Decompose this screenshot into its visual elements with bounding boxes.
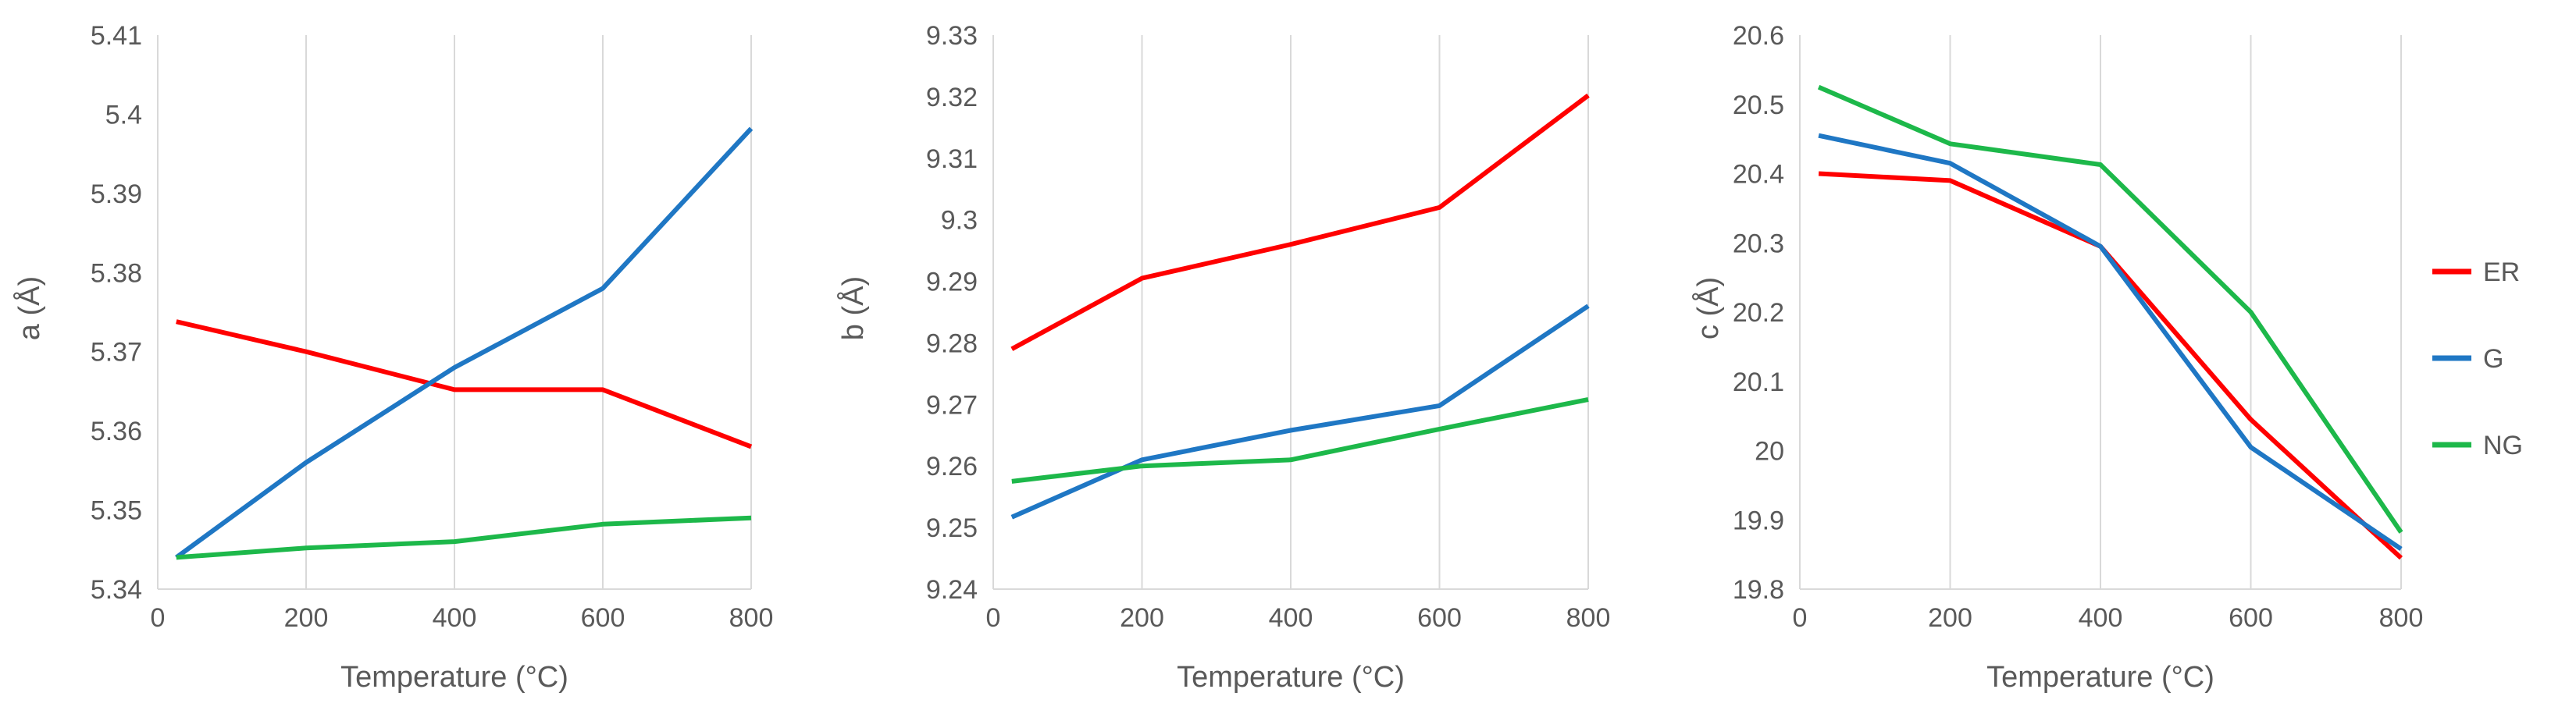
chart-a-parameter: 0 200 400 600 800 5.34 5.35 5.36 5.37 5.38 5.39 5.4… <box>12 21 773 694</box>
y-tick-label: 9.24 <box>926 575 978 605</box>
y-tick-label: 5.39 <box>91 179 142 209</box>
series-line-ng <box>1011 397 1589 484</box>
series-line-g <box>175 126 754 559</box>
y-axis-title: a (Å) <box>12 276 46 340</box>
legend-label-ng: NG <box>2483 431 2523 460</box>
y-tick-label: 20.5 <box>1733 91 1784 120</box>
x-tick-label: 600 <box>581 603 625 633</box>
legend: ER G NG <box>2432 258 2523 460</box>
series-line-g <box>1010 304 1590 520</box>
x-axis-title: Temperature (°C) <box>1177 661 1405 694</box>
y-tick-label: 9.26 <box>926 452 978 481</box>
x-tick-label: 400 <box>2079 603 2123 633</box>
y-tick-label: 5.36 <box>91 417 142 446</box>
y-tick-label: 9.28 <box>926 329 978 358</box>
x-tick-label: 600 <box>1417 603 1462 633</box>
y-tick-label: 9.32 <box>926 83 978 112</box>
x-axis-title: Temperature (°C) <box>1986 661 2214 694</box>
series-line-er <box>176 319 753 449</box>
y-tick-label: 9.33 <box>926 21 978 51</box>
x-tick-label: 800 <box>1566 603 1611 633</box>
x-tick-label: 200 <box>284 603 329 633</box>
y-tick-label: 9.27 <box>926 390 978 420</box>
y-tick-label: 20.2 <box>1733 298 1784 328</box>
legend-label-er: ER <box>2483 258 2520 287</box>
y-tick-label: 9.31 <box>926 144 978 174</box>
y-tick-label: 5.35 <box>91 496 142 526</box>
chart-c-parameter: 0 200 400 600 800 19.8 19.9 20 20.1 20.2 20.3 20.4 2… <box>1691 21 2423 694</box>
x-tick-label: 0 <box>986 603 1001 633</box>
y-axis-title: c (Å) <box>1691 277 1725 339</box>
series-line-er <box>1818 171 2403 560</box>
y-tick-label: 20.1 <box>1733 368 1784 397</box>
series-line-ng <box>1817 84 2403 534</box>
x-axis-title: Temperature (°C) <box>340 661 568 694</box>
y-tick-label: 5.41 <box>91 21 142 51</box>
y-tick-label: 5.37 <box>91 338 142 368</box>
y-tick-label: 20.4 <box>1733 160 1784 190</box>
series-line-er <box>1010 93 1590 351</box>
y-tick-label: 5.4 <box>105 100 142 130</box>
y-tick-label: 9.29 <box>926 268 978 297</box>
x-tick-label: 400 <box>433 603 477 633</box>
legend-item-er: ER <box>2432 258 2520 287</box>
series-line-ng <box>176 515 752 560</box>
y-tick-label: 5.34 <box>91 575 142 605</box>
y-tick-label: 19.8 <box>1733 575 1784 605</box>
y-tick-label: 5.38 <box>91 258 142 288</box>
legend-item-ng: NG <box>2432 431 2523 460</box>
x-tick-label: 600 <box>2229 603 2273 633</box>
y-tick-label: 9.25 <box>926 513 978 543</box>
y-tick-label: 20 <box>1755 437 1784 467</box>
y-tick-label: 9.3 <box>941 206 978 236</box>
x-tick-label: 200 <box>1928 603 1972 633</box>
x-tick-label: 800 <box>729 603 774 633</box>
y-tick-label: 20.3 <box>1733 229 1784 258</box>
series-line-g <box>1818 133 2403 551</box>
y-tick-label: 20.6 <box>1733 21 1784 51</box>
y-tick-label: 19.9 <box>1733 506 1784 535</box>
legend-label-g: G <box>2483 344 2503 374</box>
y-axis-title: b (Å) <box>836 276 870 340</box>
legend-item-g: G <box>2432 344 2503 374</box>
x-tick-label: 400 <box>1269 603 1313 633</box>
x-tick-label: 800 <box>2379 603 2424 633</box>
x-tick-label: 0 <box>151 603 166 633</box>
chart-b-parameter: 0 200 400 600 800 9.24 9.25 9.26 9.27 9.28 9.29 9.3… <box>836 21 1610 694</box>
x-tick-label: 200 <box>1120 603 1164 633</box>
x-tick-label: 0 <box>1793 603 1808 633</box>
